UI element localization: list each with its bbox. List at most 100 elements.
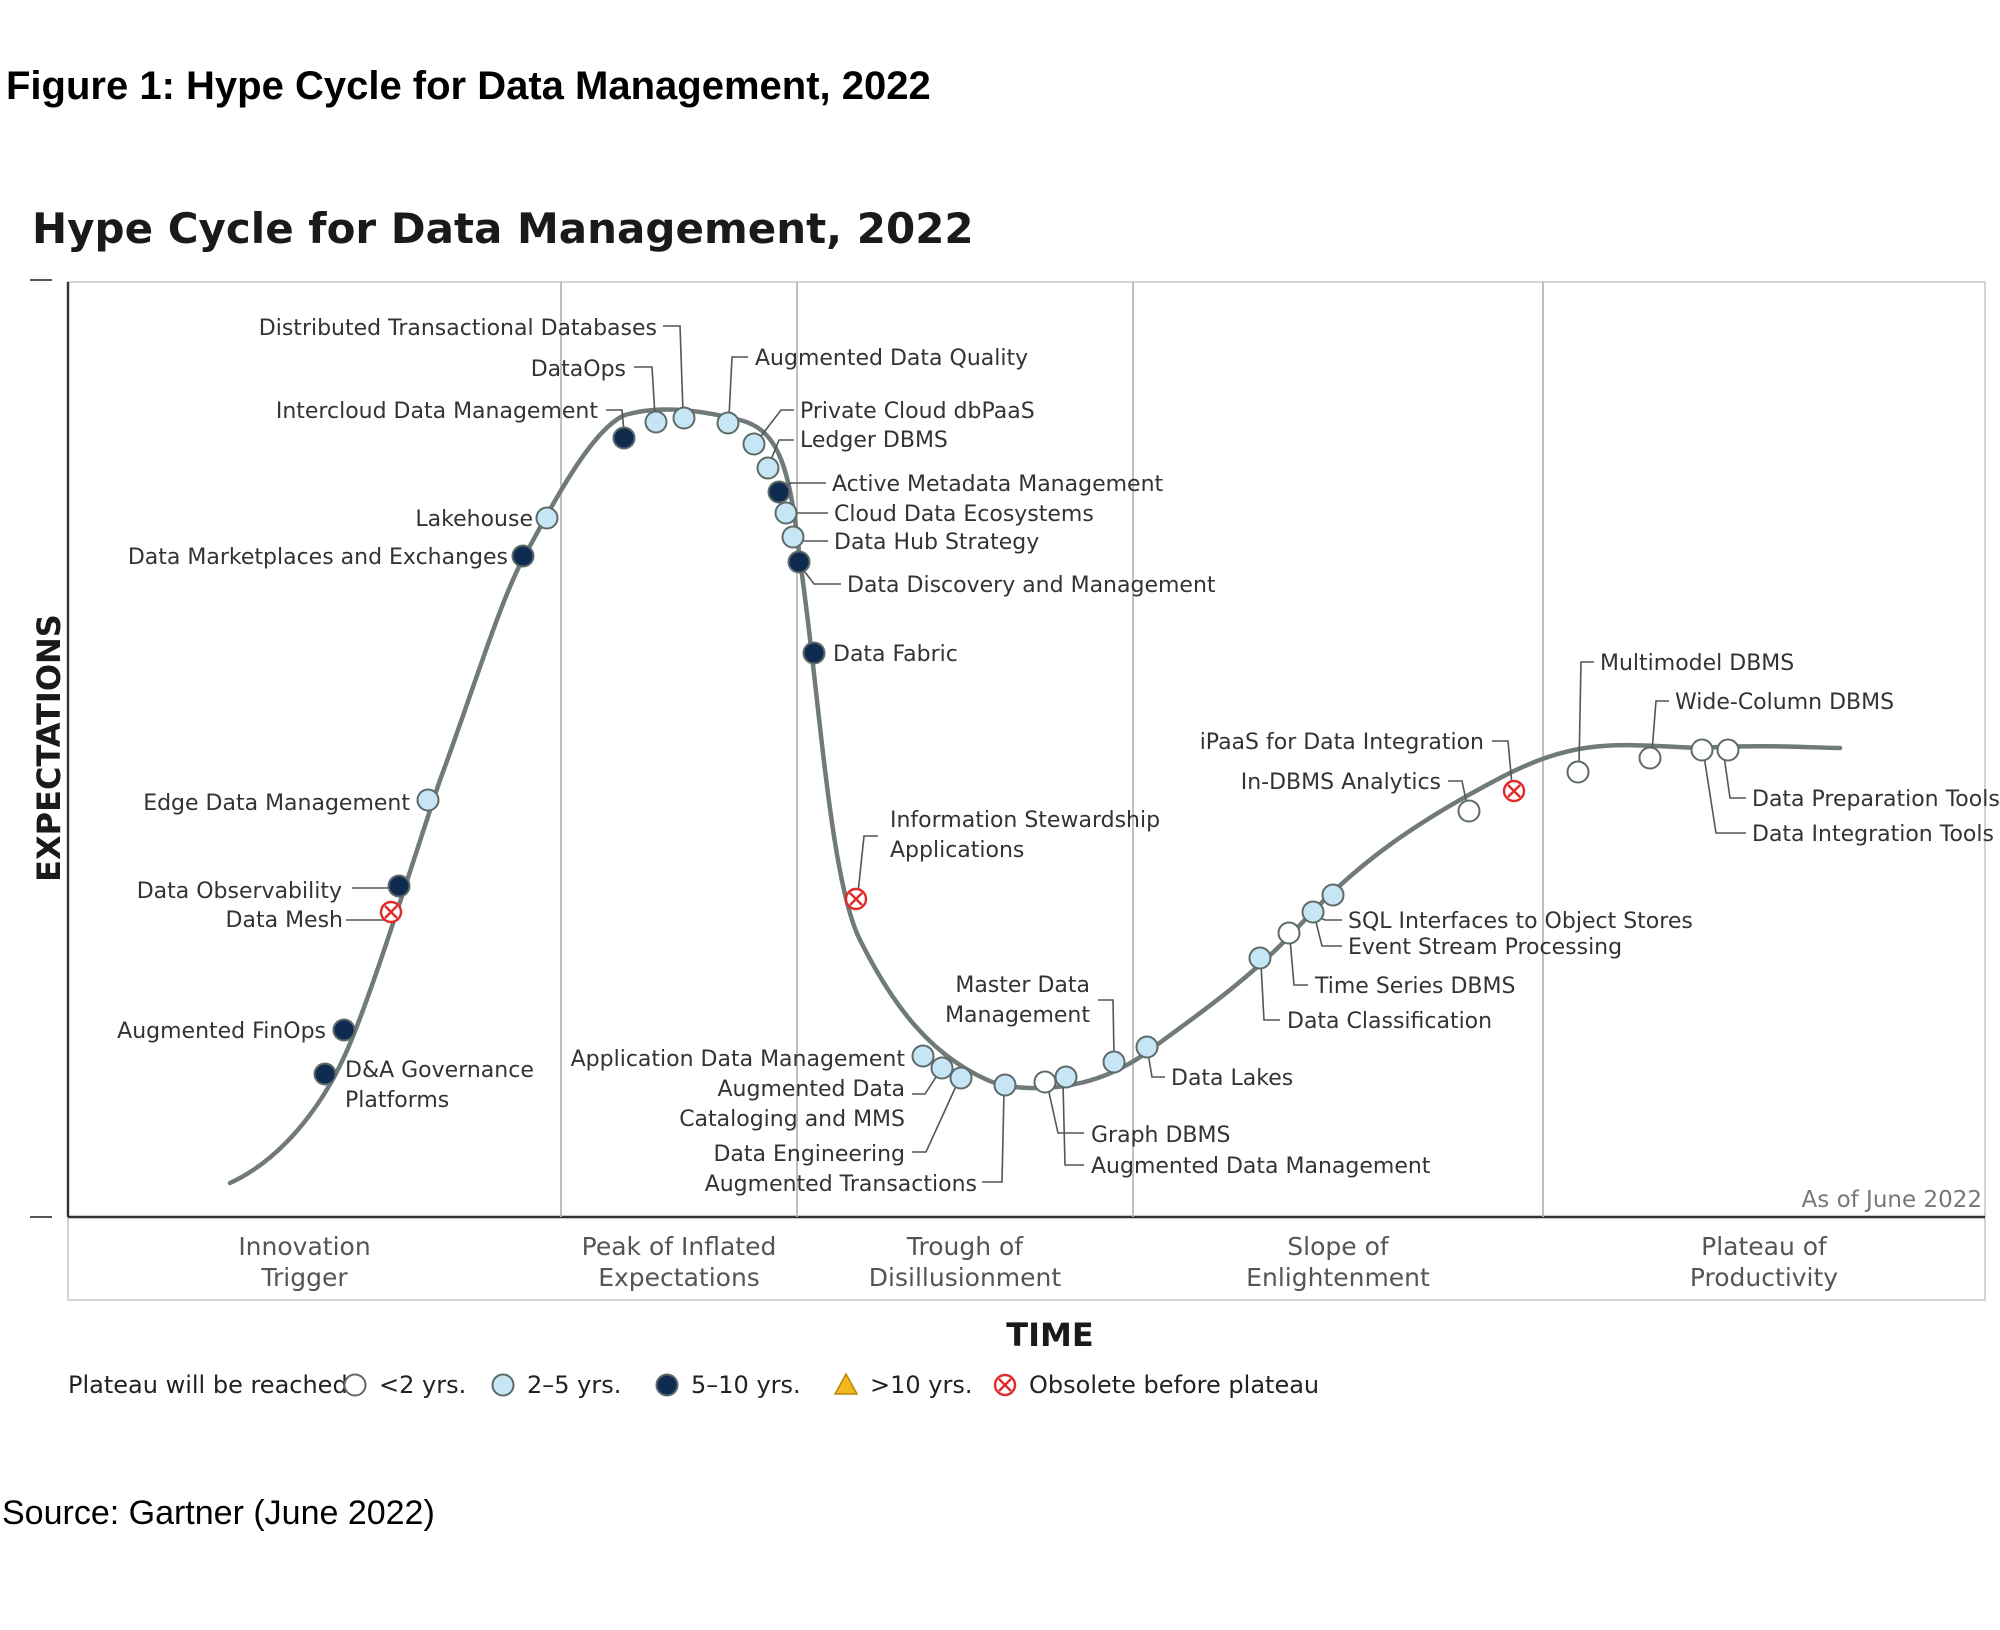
label-line: Applications — [890, 838, 1024, 863]
leader-augmented-data-cataloging-and-mms — [912, 1073, 939, 1095]
label-line: Cloud Data Ecosystems — [834, 502, 1094, 527]
label-line: Data Integration Tools — [1752, 822, 1994, 847]
leader-data-engineering — [912, 1083, 958, 1153]
leader-time-series-dbms — [1289, 938, 1308, 986]
label-data-marketplaces-and-exchanges: Data Marketplaces and Exchanges — [128, 545, 508, 570]
label-line: Data Marketplaces and Exchanges — [128, 545, 508, 570]
label-line: Application Data Management — [571, 1047, 906, 1072]
leader-ipaas-for-data-integration — [1492, 740, 1513, 786]
leader-wide-column-dbms — [1651, 700, 1669, 753]
marker-data-fabric — [802, 641, 826, 665]
legend-swatch-2to5 — [491, 1373, 515, 1397]
leader-multimodel-dbms — [1578, 661, 1594, 767]
leader-graph-dbms — [1047, 1087, 1084, 1134]
label-graph-dbms: Graph DBMS — [1091, 1123, 1230, 1148]
marker-private-cloud-dbpaas — [742, 432, 766, 456]
label-augmented-data-cataloging-and-mms: Augmented Data Cataloging and MMS — [679, 1077, 905, 1132]
marker-augmented-transactions — [993, 1073, 1017, 1097]
label-augmented-transactions: Augmented Transactions — [705, 1172, 977, 1197]
marker-edge-data-management — [416, 788, 440, 812]
label-data-classification: Data Classification — [1287, 1009, 1492, 1034]
marker-graph-dbms — [1033, 1070, 1057, 1094]
marker-active-metadata-management — [767, 480, 791, 504]
label-data-fabric: Data Fabric — [833, 642, 958, 667]
label-line: Cataloging and MMS — [679, 1107, 905, 1132]
marker-intercloud-data-management — [612, 426, 636, 450]
leader-intercloud-data-management — [606, 409, 625, 433]
leader-master-data-management — [1098, 999, 1115, 1057]
phase-label-peak-of-inflated-expectations: Expectations — [598, 1263, 760, 1292]
label-line: Augmented FinOps — [117, 1019, 326, 1044]
phase-label-plateau-of-productivity: Productivity — [1690, 1263, 1838, 1292]
label-line: D&A Governance — [345, 1058, 534, 1083]
marker-data-lakes — [1135, 1035, 1159, 1059]
as-of-note: As of June 2022 — [1802, 1187, 1982, 1213]
label-sql-interfaces-to-object-stores: SQL Interfaces to Object Stores — [1348, 909, 1693, 934]
label-line: Augmented Transactions — [705, 1172, 977, 1197]
marker-ipaas-for-data-integration — [1502, 779, 1526, 803]
marker-data-hub-strategy — [781, 525, 805, 549]
marker-augmented-finops — [332, 1018, 356, 1042]
marker-time-series-dbms — [1277, 921, 1301, 945]
leader-data-preparation-tools — [1723, 755, 1746, 799]
label-augmented-data-management: Augmented Data Management — [1091, 1154, 1431, 1179]
legend-swatch-lt2 — [343, 1373, 367, 1397]
hype-curve-layer — [227, 407, 1843, 1186]
label-edge-data-management: Edge Data Management — [143, 791, 410, 816]
label-line: Augmented Data Management — [1091, 1154, 1431, 1179]
label-line: Information Stewardship — [890, 808, 1160, 833]
label-data-lakes: Data Lakes — [1171, 1066, 1293, 1091]
label-wide-column-dbms: Wide-Column DBMS — [1675, 690, 1894, 715]
phase-label-innovation-trigger: Innovation — [238, 1232, 370, 1261]
label-line: Data Fabric — [833, 642, 958, 667]
label-line: Distributed Transactional Databases — [259, 316, 657, 341]
hype-curve — [227, 407, 1843, 1186]
chart-title: Hype Cycle for Data Management, 2022 — [32, 204, 974, 253]
marker-data-mesh — [379, 900, 403, 924]
label-multimodel-dbms: Multimodel DBMS — [1600, 651, 1794, 676]
leader-event-stream-processing — [1314, 917, 1342, 947]
marker-data-integration-tools — [1690, 738, 1714, 762]
leader-data-integration-tools — [1703, 755, 1746, 834]
label-line: Data Hub Strategy — [834, 530, 1039, 555]
leader-data-classification — [1260, 963, 1280, 1021]
marker-data-discovery-and-management — [787, 550, 811, 574]
label-line: DataOps — [531, 357, 626, 382]
label-line: Management — [945, 1003, 1090, 1028]
leader-data-discovery-and-management — [801, 567, 841, 585]
legend-swatch-obsolete — [993, 1373, 1017, 1397]
marker-augmented-data-management — [1054, 1065, 1078, 1089]
label-data-engineering: Data Engineering — [713, 1142, 905, 1167]
label-lakehouse: Lakehouse — [415, 507, 533, 532]
label-line: Event Stream Processing — [1348, 935, 1622, 960]
label-augmented-finops: Augmented FinOps — [117, 1019, 326, 1044]
phase-label-trough-of-disillusionment: Disillusionment — [869, 1263, 1062, 1292]
legend-swatch-gt10 — [833, 1372, 859, 1395]
label-dataops: DataOps — [531, 357, 626, 382]
legend-title: Plateau will be reached: — [68, 1371, 356, 1399]
label-line: Data Preparation Tools — [1752, 787, 2000, 812]
label-master-data-management: Master Data Management — [945, 973, 1090, 1028]
marker-distributed-transactional-databases — [672, 406, 696, 430]
legend-label-gt10: >10 yrs. — [870, 1371, 972, 1399]
label-line: Wide-Column DBMS — [1675, 690, 1894, 715]
leader-augmented-data-management — [1062, 1082, 1084, 1166]
markers-layer — [313, 406, 1740, 1097]
leader-dataops — [634, 366, 656, 417]
label-time-series-dbms: Time Series DBMS — [1314, 974, 1515, 999]
labels-layer: D&A Governance Platforms Augmented FinOps D… — [117, 316, 2000, 1197]
label-line: Data Lakes — [1171, 1066, 1293, 1091]
label-ipaas-for-data-integration: iPaaS for Data Integration — [1200, 730, 1484, 755]
label-intercloud-data-management: Intercloud Data Management — [276, 399, 599, 424]
label-danda-governance-platforms: D&A Governance Platforms — [345, 1058, 534, 1113]
label-line: Graph DBMS — [1091, 1123, 1230, 1148]
label-distributed-transactional-databases: Distributed Transactional Databases — [259, 316, 657, 341]
leader-ledger-dbms — [769, 439, 794, 463]
leader-distributed-transactional-databases — [663, 325, 684, 413]
label-line: Ledger DBMS — [800, 428, 948, 453]
label-line: Data Engineering — [713, 1142, 905, 1167]
marker-augmented-data-cataloging-and-mms — [930, 1056, 954, 1080]
marker-master-data-management — [1102, 1050, 1126, 1074]
label-application-data-management: Application Data Management — [571, 1047, 906, 1072]
